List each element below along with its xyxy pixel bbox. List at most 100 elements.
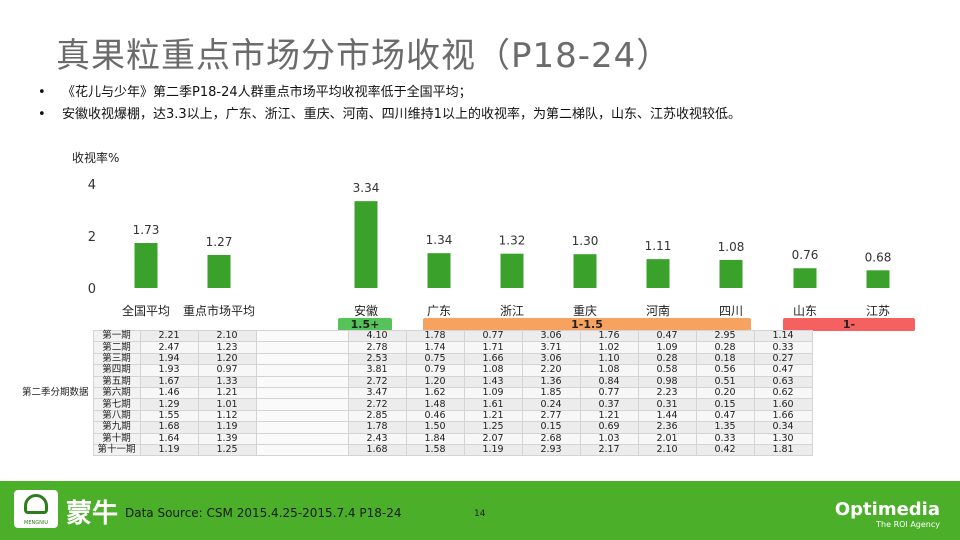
table-cell: 2.78 <box>347 341 407 354</box>
footer-bar: MENGNIU 蒙牛 Data Source: CSM 2015.4.25-20… <box>0 481 960 540</box>
logo-en-text: MENGNIU <box>24 520 48 526</box>
table-cell: 0.79 <box>405 364 465 377</box>
data-label: 1.30 <box>572 234 599 248</box>
table-row: 第十一期 1.19 1.25 1.68 1.58 1.19 2.93 2.17 2.10 0.42… <box>18 443 813 457</box>
table-cell: 1.60 <box>753 398 813 411</box>
table-cell: 0.58 <box>637 364 697 377</box>
x-tick-label: 重点市场平均 <box>183 303 255 318</box>
table-cell: 3.06 <box>521 329 581 343</box>
table-cell: 1.48 <box>405 398 465 411</box>
table-cell: 2.36 <box>637 421 697 434</box>
row-label: 第五期 <box>92 375 141 388</box>
table-row: 第二季分期数据 第一期 2.21 2.10 4.10 1.78 0.77 3.06 1.76 0.… <box>18 329 813 456</box>
data-label: 1.34 <box>426 233 453 247</box>
table-cell: 2.68 <box>521 432 581 445</box>
table-cell: 2.10 <box>637 443 697 457</box>
table-cell: 2.10 <box>197 329 257 343</box>
table-cell: 1.35 <box>695 421 755 434</box>
bullet-item: 《花儿与少年》第二季P18-24人群重点市场平均收视率低于全国平均； <box>38 82 741 104</box>
row-label: 第七期 <box>92 398 141 411</box>
table-cell: 1.21 <box>463 409 523 423</box>
bar <box>573 254 597 288</box>
table-cell: 1.20 <box>405 375 465 388</box>
table-cell: 0.69 <box>579 421 639 434</box>
bar <box>354 201 378 288</box>
y-tick-label: 0 <box>88 282 96 297</box>
table-cell: 1.21 <box>197 386 257 400</box>
table-cell: 0.18 <box>695 352 755 366</box>
bar <box>793 268 817 288</box>
mengniu-logo: MENGNIU <box>14 490 58 528</box>
page-number: 14 <box>474 509 486 519</box>
table-cell: 2.07 <box>463 432 523 445</box>
table-cell: 1.02 <box>579 341 639 354</box>
table-cell: 2.01 <box>637 432 697 445</box>
y-axis-label: 收视率% <box>72 150 119 165</box>
table-cell: 2.72 <box>347 375 407 388</box>
table-cell: 0.28 <box>637 352 697 366</box>
table-cell: 3.81 <box>347 364 407 377</box>
table-cell: 1.03 <box>579 432 639 445</box>
x-tick-label: 河南 <box>646 303 670 318</box>
table-cell: 1.71 <box>463 341 523 354</box>
table-cell: 1.58 <box>405 443 465 457</box>
episode-data-table: 第二季分期数据 第一期 2.21 2.10 4.10 1.78 0.77 3.06 1.76 0.… <box>18 329 813 457</box>
table-cell: 1.19 <box>463 443 523 457</box>
agency-tagline: The ROI Agency <box>876 520 940 529</box>
table-row: 第五期 1.67 1.33 2.72 1.20 1.43 1.36 0.84 0.98 0.51 0… <box>18 375 813 388</box>
data-label: 1.73 <box>133 223 160 237</box>
table-cell: 1.30 <box>753 432 813 445</box>
optimedia-logo: Optimedia The ROI Agency <box>835 499 940 529</box>
table-cell: 2.85 <box>347 409 407 423</box>
bar <box>646 259 670 288</box>
table-cell: 0.33 <box>753 341 813 354</box>
spacer-cell <box>255 386 349 400</box>
row-label: 第六期 <box>92 386 141 400</box>
table-cell: 0.56 <box>695 364 755 377</box>
table-cell: 1.08 <box>463 364 523 377</box>
table-cell: 0.62 <box>753 386 813 400</box>
table-row: 第八期 1.55 1.12 2.85 0.46 1.21 2.77 1.21 1.44 0.47 1… <box>18 409 813 423</box>
table-cell: 1.74 <box>405 341 465 354</box>
table-cell: 1.67 <box>139 375 199 388</box>
table-cell: 1.94 <box>139 352 199 366</box>
table-cell: 1.25 <box>197 443 257 457</box>
table-cell: 0.28 <box>695 341 755 354</box>
row-label: 第八期 <box>92 409 141 423</box>
table-cell: 1.29 <box>139 398 199 411</box>
table-cell: 0.84 <box>579 375 639 388</box>
table-cell: 0.24 <box>521 398 581 411</box>
table-cell: 2.23 <box>637 386 697 400</box>
mengniu-logo-icon <box>24 494 48 514</box>
spacer-cell <box>255 341 349 354</box>
bar <box>719 259 743 288</box>
x-tick-label: 重庆 <box>573 304 597 318</box>
table-cell: 1.85 <box>521 386 581 400</box>
table-cell: 1.55 <box>139 409 199 423</box>
table-cell: 1.21 <box>579 409 639 423</box>
bar <box>427 253 451 288</box>
table-cell: 1.19 <box>139 443 199 457</box>
table-cell: 0.27 <box>753 352 813 366</box>
table-cell: 1.09 <box>463 386 523 400</box>
bar <box>866 270 890 288</box>
table-cell: 1.64 <box>139 432 199 445</box>
row-label: 第三期 <box>92 352 141 366</box>
table-cell: 1.43 <box>463 375 523 388</box>
x-tick-label: 山东 <box>793 304 817 318</box>
spacer-cell <box>255 421 349 434</box>
x-tick-label: 江苏 <box>866 304 890 318</box>
table-cell: 1.93 <box>139 364 199 377</box>
x-tick-label: 广东 <box>427 304 451 318</box>
table-cell: 1.78 <box>405 329 465 343</box>
table-cell: 1.84 <box>405 432 465 445</box>
table-group-label: 第二季分期数据 <box>18 330 94 456</box>
table-cell: 2.43 <box>347 432 407 445</box>
table-cell: 1.25 <box>463 421 523 434</box>
spacer-cell <box>255 364 349 377</box>
table-cell: 1.61 <box>463 398 523 411</box>
table-cell: 1.39 <box>197 432 257 445</box>
table-row: 第二期 2.47 1.23 2.78 1.74 1.71 3.71 1.02 1.09 0.28 0… <box>18 341 813 354</box>
table-cell: 3.71 <box>521 341 581 354</box>
table-cell: 1.10 <box>579 352 639 366</box>
